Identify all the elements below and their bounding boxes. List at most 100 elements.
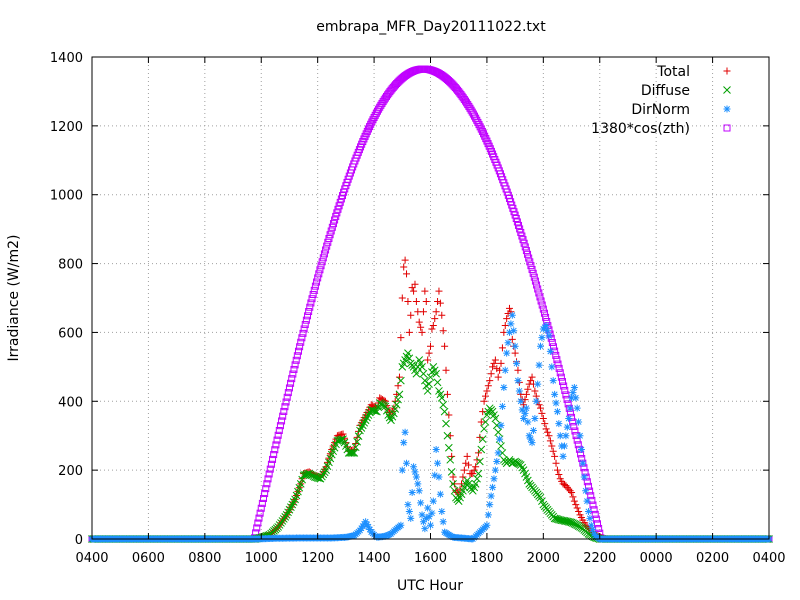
data-point bbox=[505, 304, 513, 312]
data-point bbox=[423, 387, 432, 395]
data-point bbox=[577, 445, 585, 453]
data-point bbox=[262, 485, 270, 493]
data-point bbox=[357, 524, 365, 532]
data-point bbox=[460, 466, 468, 474]
data-point bbox=[257, 504, 265, 512]
data-point bbox=[581, 468, 589, 476]
data-point bbox=[280, 407, 288, 415]
data-point bbox=[408, 489, 416, 497]
x-tick-label: 1400 bbox=[358, 551, 391, 566]
data-point bbox=[503, 315, 511, 323]
data-point bbox=[552, 399, 560, 407]
data-point bbox=[440, 407, 449, 416]
data-point bbox=[359, 522, 367, 530]
data-point bbox=[364, 125, 372, 133]
data-point bbox=[432, 445, 440, 453]
data-point bbox=[427, 342, 434, 350]
data-point bbox=[520, 239, 528, 247]
data-point bbox=[518, 232, 526, 240]
data-point bbox=[422, 514, 430, 522]
data-point bbox=[296, 343, 304, 351]
data-point bbox=[538, 409, 546, 417]
data-point bbox=[590, 506, 598, 514]
legend-label: 1380*cos(zth) bbox=[591, 121, 690, 137]
data-point bbox=[570, 384, 578, 392]
data-point bbox=[314, 274, 322, 282]
data-point bbox=[538, 301, 546, 309]
data-point bbox=[580, 473, 588, 481]
data-point bbox=[473, 474, 481, 483]
data-point bbox=[439, 327, 447, 335]
data-point bbox=[545, 432, 553, 440]
data-point bbox=[484, 382, 492, 390]
data-point bbox=[490, 359, 498, 367]
data-point bbox=[483, 387, 491, 395]
data-point bbox=[481, 132, 489, 140]
data-point bbox=[479, 408, 487, 416]
data-point bbox=[404, 297, 412, 305]
data-point bbox=[560, 442, 568, 450]
data-point bbox=[442, 419, 450, 428]
data-point bbox=[516, 225, 524, 233]
data-point bbox=[450, 480, 458, 488]
data-point bbox=[510, 327, 518, 335]
data-point bbox=[404, 501, 412, 509]
data-point bbox=[316, 474, 325, 483]
data-point bbox=[557, 373, 565, 381]
data-point bbox=[723, 67, 731, 75]
x-tick-label: 0000 bbox=[640, 551, 673, 566]
data-point bbox=[436, 299, 444, 307]
data-point bbox=[287, 379, 295, 387]
data-point bbox=[595, 524, 603, 532]
data-point bbox=[449, 480, 457, 488]
data-point bbox=[400, 439, 408, 447]
data-point bbox=[501, 322, 509, 330]
data-point bbox=[261, 490, 269, 498]
data-point bbox=[363, 127, 371, 135]
data-point bbox=[331, 216, 339, 224]
data-point bbox=[313, 474, 322, 482]
data-point bbox=[537, 404, 545, 412]
data-point bbox=[392, 400, 401, 409]
data-point bbox=[389, 409, 398, 418]
data-point bbox=[371, 407, 380, 416]
legend-label: Diffuse bbox=[641, 83, 690, 99]
data-point bbox=[397, 521, 405, 529]
data-point bbox=[477, 125, 485, 133]
data-point bbox=[497, 442, 505, 450]
x-tick-label: 0400 bbox=[75, 551, 108, 566]
data-point bbox=[302, 316, 310, 324]
data-point bbox=[316, 266, 324, 274]
data-point bbox=[505, 328, 513, 336]
data-point bbox=[531, 387, 539, 395]
data-point bbox=[398, 294, 406, 302]
data-point bbox=[522, 404, 530, 412]
data-point bbox=[397, 376, 405, 385]
data-point bbox=[570, 497, 578, 505]
data-point bbox=[422, 297, 430, 305]
data-point bbox=[551, 390, 559, 398]
data-point bbox=[282, 398, 290, 406]
data-point bbox=[483, 521, 491, 529]
data-point bbox=[284, 389, 292, 397]
data-point bbox=[292, 356, 300, 364]
legend-marker bbox=[723, 86, 731, 94]
data-point bbox=[441, 342, 449, 350]
data-point bbox=[288, 375, 296, 383]
data-point bbox=[414, 480, 422, 488]
data-point bbox=[583, 478, 591, 486]
data-point bbox=[442, 366, 450, 374]
data-point bbox=[568, 489, 576, 497]
data-point bbox=[486, 501, 494, 509]
data-point bbox=[529, 269, 537, 277]
data-point bbox=[588, 496, 596, 504]
data-point bbox=[547, 334, 555, 342]
x-tick-label: 0200 bbox=[696, 551, 729, 566]
data-point bbox=[497, 359, 505, 367]
data-point bbox=[480, 397, 488, 405]
data-point bbox=[319, 470, 328, 479]
data-point bbox=[419, 518, 427, 526]
data-point bbox=[260, 494, 268, 502]
data-point bbox=[300, 325, 308, 333]
data-point bbox=[425, 513, 433, 521]
